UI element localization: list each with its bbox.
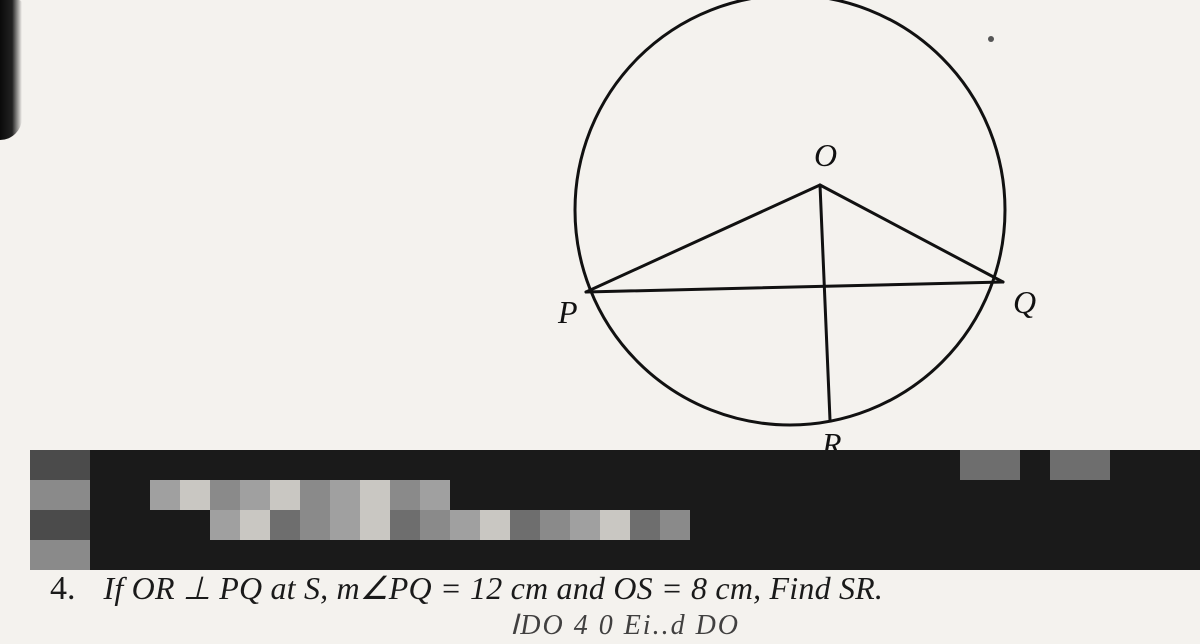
q-rest: at S, m∠PQ = 12 cm and OS = 8 cm, Find S… <box>262 570 883 606</box>
point-label-P: P <box>558 294 578 331</box>
redacted-pixelation <box>30 450 1190 570</box>
question-number: 4. <box>50 570 76 608</box>
page-root: PQOR 4. If OR ⊥ PQ at S, m∠PQ = 12 cm an… <box>0 0 1200 644</box>
point-label-Q: Q <box>1013 284 1036 321</box>
segment-PQ: PQ <box>219 570 262 606</box>
question-4: 4. If OR ⊥ PQ at S, m∠PQ = 12 cm and OS … <box>50 569 1150 608</box>
segment-OR: OR <box>132 570 175 606</box>
question-text: If OR ⊥ PQ at S, m∠PQ = 12 cm and OS = 8… <box>104 569 884 607</box>
point-label-O: O <box>814 137 837 174</box>
cropped-bottom-text: ⅠDO 4 0 Ei..d DO <box>510 608 740 642</box>
q-prefix: If <box>104 570 132 606</box>
perp-symbol: ⊥ <box>175 570 219 606</box>
